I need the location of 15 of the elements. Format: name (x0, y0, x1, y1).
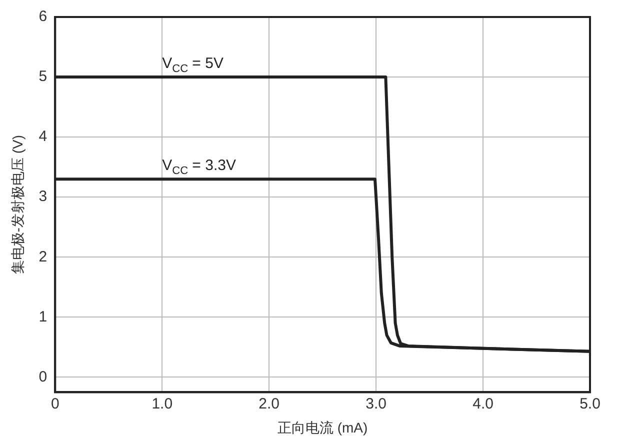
x-axis-title: 正向电流 (mA) (277, 419, 368, 436)
y-tick-label: 6 (38, 8, 48, 26)
x-tick-label: 4.0 (472, 395, 494, 412)
y-tick-label: 4 (38, 128, 48, 146)
y-tick-label: 2 (38, 248, 48, 266)
x-tick-label: 5.0 (580, 395, 600, 412)
y-axis-title: 集电极-发射极电压 (V) (9, 134, 26, 274)
y-tick-label: 5 (38, 68, 48, 86)
y-tick-label: 1 (38, 308, 48, 326)
x-tick-label: 3.0 (366, 395, 386, 412)
x-tick-label: 2.0 (258, 395, 280, 412)
x-tick-label: 0 (50, 395, 60, 412)
x-tick-label: 1.0 (152, 395, 173, 412)
y-tick-label: 3 (38, 188, 48, 206)
y-tick-label: 0 (38, 368, 48, 386)
